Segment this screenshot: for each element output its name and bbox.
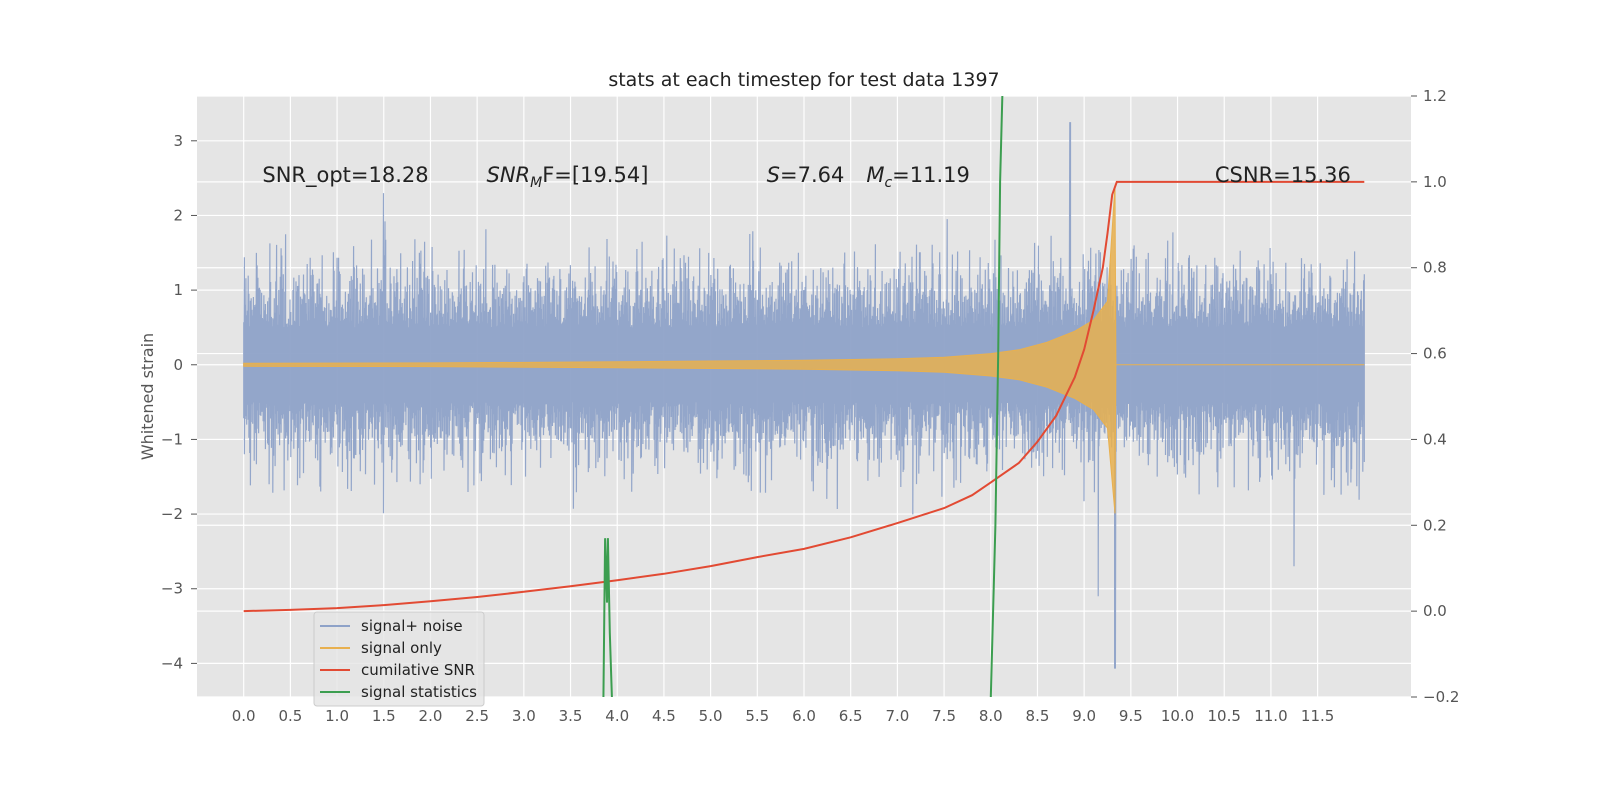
legend-label: signal only: [361, 639, 442, 657]
chart-title: stats at each timestep for test data 139…: [608, 69, 999, 91]
annotation-csnr: CSNR=15.36: [1215, 163, 1351, 187]
x-tick-label: 6.0: [792, 707, 816, 725]
legend-label: signal statistics: [361, 683, 477, 701]
series-signal-statistics: [602, 96, 1004, 697]
y-tick-label: −2: [161, 505, 183, 523]
x-tick-label: 4.5: [652, 707, 676, 725]
y-tick-label: −1: [161, 430, 183, 448]
annotation-mc-sub: c: [884, 175, 892, 191]
x-tick-label: 7.0: [885, 707, 909, 725]
series-signal-only: [243, 185, 1365, 514]
annotation-s-mc: S=7.64 Mc=11.19: [767, 163, 970, 191]
annotation-mc-var: M: [866, 163, 884, 187]
y2-tick-label: 1.2: [1423, 87, 1447, 105]
x-tick-label: 7.5: [932, 707, 956, 725]
x-tick-label: 8.5: [1026, 707, 1050, 725]
x-tick-label: 3.0: [512, 707, 536, 725]
x-tick-label: 4.0: [605, 707, 629, 725]
annotation-s-rest: =7.64: [780, 163, 844, 187]
y-tick-label: −3: [161, 580, 183, 598]
x-tick-label: 0.5: [278, 707, 302, 725]
annotation-snr-mf-sub: M: [530, 175, 542, 191]
x-tick-label: 10.5: [1208, 707, 1241, 725]
x-tick-label: 9.5: [1119, 707, 1143, 725]
x-tick-label: 1.5: [372, 707, 396, 725]
y-tick-label: 1: [173, 281, 183, 299]
x-tick-label: 0.0: [232, 707, 256, 725]
series-layer: [243, 96, 1365, 697]
annotation-mc-rest: =11.19: [892, 163, 970, 187]
x-tick-label: 9.0: [1072, 707, 1096, 725]
y-tick-label: −4: [161, 654, 183, 672]
x-tick-label: 5.0: [699, 707, 723, 725]
y-tick-label: 2: [173, 206, 183, 224]
annotation-snr-mf: SNRMF=[19.54]: [486, 163, 648, 191]
legend: signal+ noise signal only cumilative SNR si…: [313, 611, 485, 707]
ticks: 0.0 0.5 1.0 1.5 2.0 2.5 3.0 3.5 4.0 4.5 5.0 5.5 6.0 6…: [161, 87, 1460, 725]
legend-label: cumilative SNR: [361, 661, 475, 679]
x-tick-label: 6.5: [839, 707, 863, 725]
y2-tick-label: 0.0: [1423, 602, 1447, 620]
legend-box: [313, 611, 485, 707]
x-tick-label: 1.0: [325, 707, 349, 725]
y-tick-label: 0: [173, 356, 183, 374]
x-tick-label: 2.0: [419, 707, 443, 725]
y2-tick-label: 0.2: [1423, 516, 1447, 534]
x-tick-label: 10.0: [1161, 707, 1194, 725]
x-tick-label: 11.5: [1301, 707, 1334, 725]
y-tick-label: 3: [173, 132, 183, 150]
x-tick-label: 5.5: [745, 707, 769, 725]
x-tick-label: 2.5: [465, 707, 489, 725]
legend-label: signal+ noise: [361, 617, 463, 635]
signal-statistics-segment: [989, 96, 1004, 697]
y2-tick-label: 0.4: [1423, 430, 1447, 448]
annotation-snr-mf-rest: F=[19.54]: [542, 163, 648, 187]
y2-tick-label: 0.8: [1423, 259, 1447, 277]
signal-statistics-segment: [602, 538, 613, 697]
y-axis-label: Whitened strain: [138, 333, 157, 460]
annotation-snr-mf-main: SNR: [486, 163, 530, 187]
y2-tick-label: −0.2: [1423, 688, 1459, 706]
annotation-s-var: S: [767, 163, 780, 187]
x-tick-label: 3.5: [559, 707, 583, 725]
annotation-snr-opt: SNR_opt=18.28: [262, 163, 428, 188]
y2-tick-label: 1.0: [1423, 173, 1447, 191]
series-cumulative-snr: [243, 180, 1365, 613]
x-tick-label: 8.0: [979, 707, 1003, 725]
y2-tick-label: 0.6: [1423, 345, 1447, 363]
x-tick-label: 11.0: [1254, 707, 1287, 725]
